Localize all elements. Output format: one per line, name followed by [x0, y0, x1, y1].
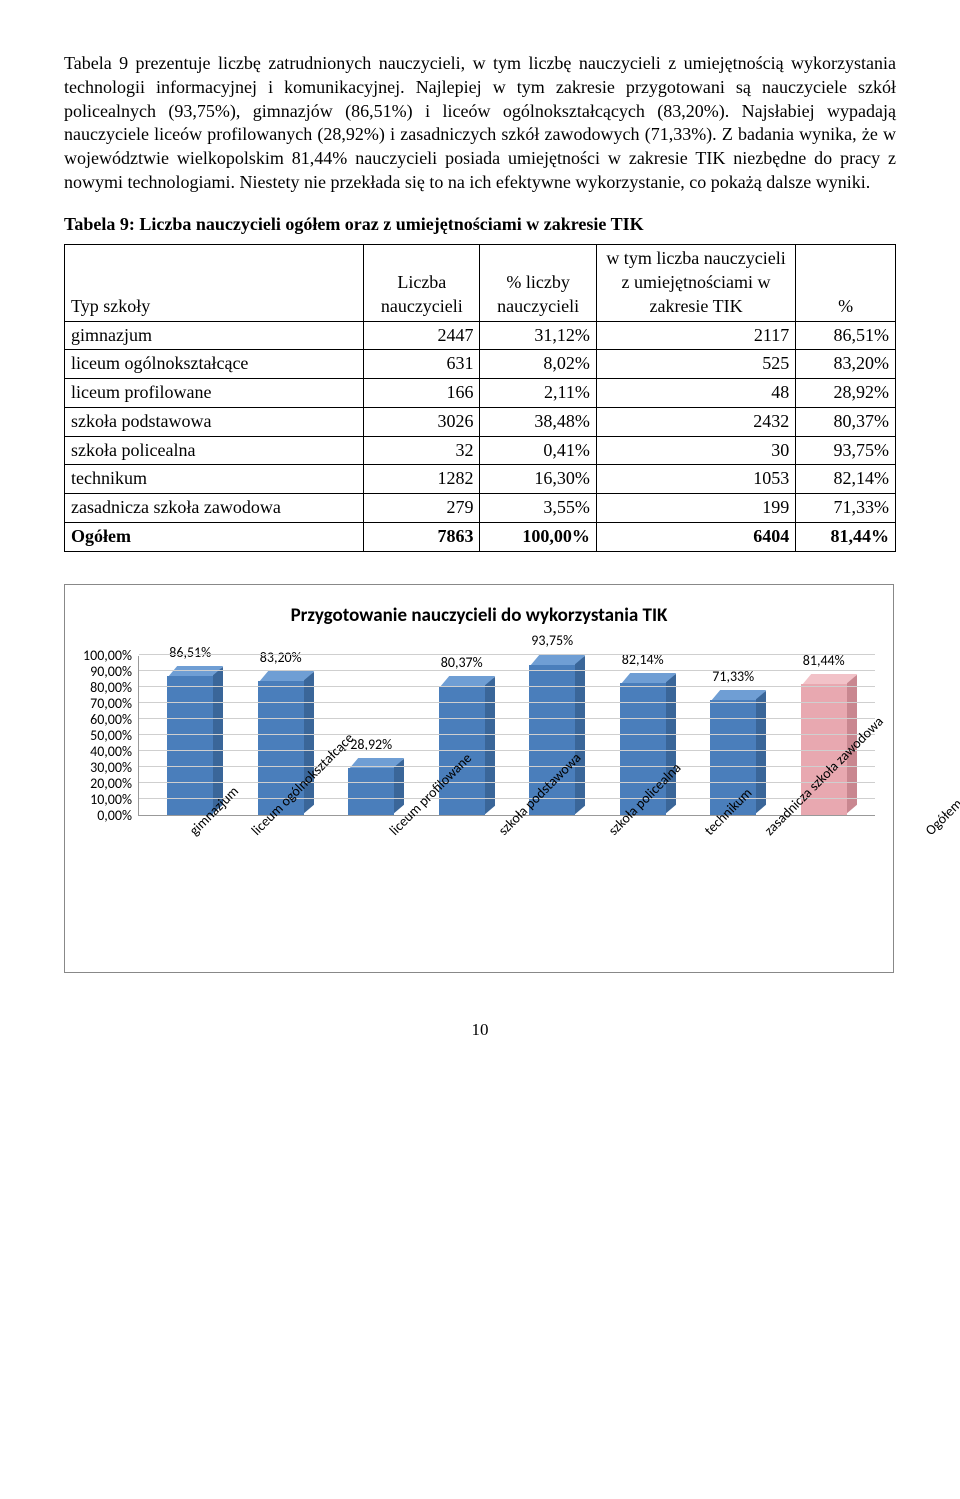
bar-value-label: 93,75%	[531, 632, 573, 650]
table-title: Tabela 9: Liczba nauczycieli ogółem oraz…	[64, 213, 896, 237]
cell-type: gimnazjum	[65, 321, 364, 350]
x-tick-label: technikum	[674, 824, 734, 954]
x-tick-label: zasadnicza szkoła zawodowa	[734, 824, 895, 954]
bar-value-label: 83,20%	[260, 649, 302, 667]
gridline	[139, 782, 875, 783]
table-row: zasadnicza szkoła zawodowa2793,55%19971,…	[65, 494, 896, 523]
th-with-skill: w tym liczba nauczycieli z umiejętnościa…	[596, 245, 795, 321]
gridline	[139, 798, 875, 799]
cell-pct: 71,33%	[796, 494, 896, 523]
cell-type: zasadnicza szkoła zawodowa	[65, 494, 364, 523]
cell-type: technikum	[65, 465, 364, 494]
cell-type: Ogółem	[65, 522, 364, 551]
table-row: technikum128216,30%105382,14%	[65, 465, 896, 494]
cell-pct: 93,75%	[796, 436, 896, 465]
cell-pct-count: 38,48%	[480, 407, 596, 436]
cell-count: 2447	[364, 321, 480, 350]
cell-pct: 86,51%	[796, 321, 896, 350]
chart-bar: 83,20%	[235, 649, 326, 815]
cell-pct-count: 2,11%	[480, 379, 596, 408]
bar-value-label: 71,33%	[712, 668, 754, 686]
cell-pct: 83,20%	[796, 350, 896, 379]
cell-type: szkoła policealna	[65, 436, 364, 465]
cell-pct-count: 0,41%	[480, 436, 596, 465]
cell-pct: 82,14%	[796, 465, 896, 494]
chart-frame: Przygotowanie nauczycieli do wykorzystan…	[64, 584, 894, 973]
cell-pct-count: 3,55%	[480, 494, 596, 523]
cell-pct-count: 100,00%	[480, 522, 596, 551]
table-row: szkoła podstawowa302638,48%243280,37%	[65, 407, 896, 436]
th-count: Liczba nauczycieli	[364, 245, 480, 321]
cell-pct-count: 16,30%	[480, 465, 596, 494]
cell-with-skill: 2432	[596, 407, 795, 436]
intro-paragraph: Tabela 9 prezentuje liczbę zatrudnionych…	[64, 52, 896, 195]
cell-with-skill: 48	[596, 379, 795, 408]
gridline	[139, 702, 875, 703]
cell-type: liceum profilowane	[65, 379, 364, 408]
table-row: liceum profilowane1662,11%4828,92%	[65, 379, 896, 408]
cell-count: 1282	[364, 465, 480, 494]
cell-count: 32	[364, 436, 480, 465]
x-tick-label: Ogółem	[895, 824, 940, 954]
cell-count: 3026	[364, 407, 480, 436]
x-tick-label: liceum ogólnokształcące	[221, 824, 359, 954]
gridline	[139, 734, 875, 735]
cell-with-skill: 30	[596, 436, 795, 465]
gridline	[139, 654, 875, 655]
cell-count: 631	[364, 350, 480, 379]
x-tick-label: liceum profilowane	[359, 824, 468, 954]
cell-pct: 28,92%	[796, 379, 896, 408]
data-table: Typ szkoły Liczba nauczycieli % liczby n…	[64, 244, 896, 551]
gridline	[139, 670, 875, 671]
table-row: szkoła policealna320,41%3093,75%	[65, 436, 896, 465]
table-row: liceum ogólnokształcące6318,02%52583,20%	[65, 350, 896, 379]
gridline	[139, 766, 875, 767]
bar-value-label: 81,44%	[803, 652, 845, 670]
table-row-total: Ogółem7863100,00%640481,44%	[65, 522, 896, 551]
chart-title: Przygotowanie nauczycieli do wykorzystan…	[83, 603, 875, 628]
cell-type: liceum ogólnokształcące	[65, 350, 364, 379]
x-tick-label: gimnazjum	[159, 824, 221, 954]
x-tick-label: szkoła policealna	[578, 824, 674, 954]
chart-y-axis: 0,00%10,00%20,00%30,00%40,00%50,00%60,00…	[83, 656, 138, 816]
cell-with-skill: 1053	[596, 465, 795, 494]
page-number: 10	[64, 1019, 896, 1041]
cell-type: szkoła podstawowa	[65, 407, 364, 436]
gridline	[139, 686, 875, 687]
bar-value-label: 28,92%	[350, 736, 392, 754]
table-row: gimnazjum244731,12%211786,51%	[65, 321, 896, 350]
chart-plot: 86,51%83,20%28,92%80,37%93,75%82,14%71,3…	[138, 656, 875, 816]
x-tick-label: szkoła podstawowa	[468, 824, 578, 954]
cell-with-skill: 6404	[596, 522, 795, 551]
cell-count: 279	[364, 494, 480, 523]
cell-count: 7863	[364, 522, 480, 551]
cell-with-skill: 199	[596, 494, 795, 523]
th-type: Typ szkoły	[65, 245, 364, 321]
cell-pct: 81,44%	[796, 522, 896, 551]
cell-with-skill: 2117	[596, 321, 795, 350]
th-pct: %	[796, 245, 896, 321]
cell-count: 166	[364, 379, 480, 408]
th-pct-count: % liczby nauczycieli	[480, 245, 596, 321]
gridline	[139, 718, 875, 719]
cell-pct-count: 8,02%	[480, 350, 596, 379]
cell-pct-count: 31,12%	[480, 321, 596, 350]
cell-pct: 80,37%	[796, 407, 896, 436]
gridline	[139, 750, 875, 751]
chart-x-axis: gimnazjumliceum ogólnokształcąceliceum p…	[153, 824, 875, 954]
cell-with-skill: 525	[596, 350, 795, 379]
